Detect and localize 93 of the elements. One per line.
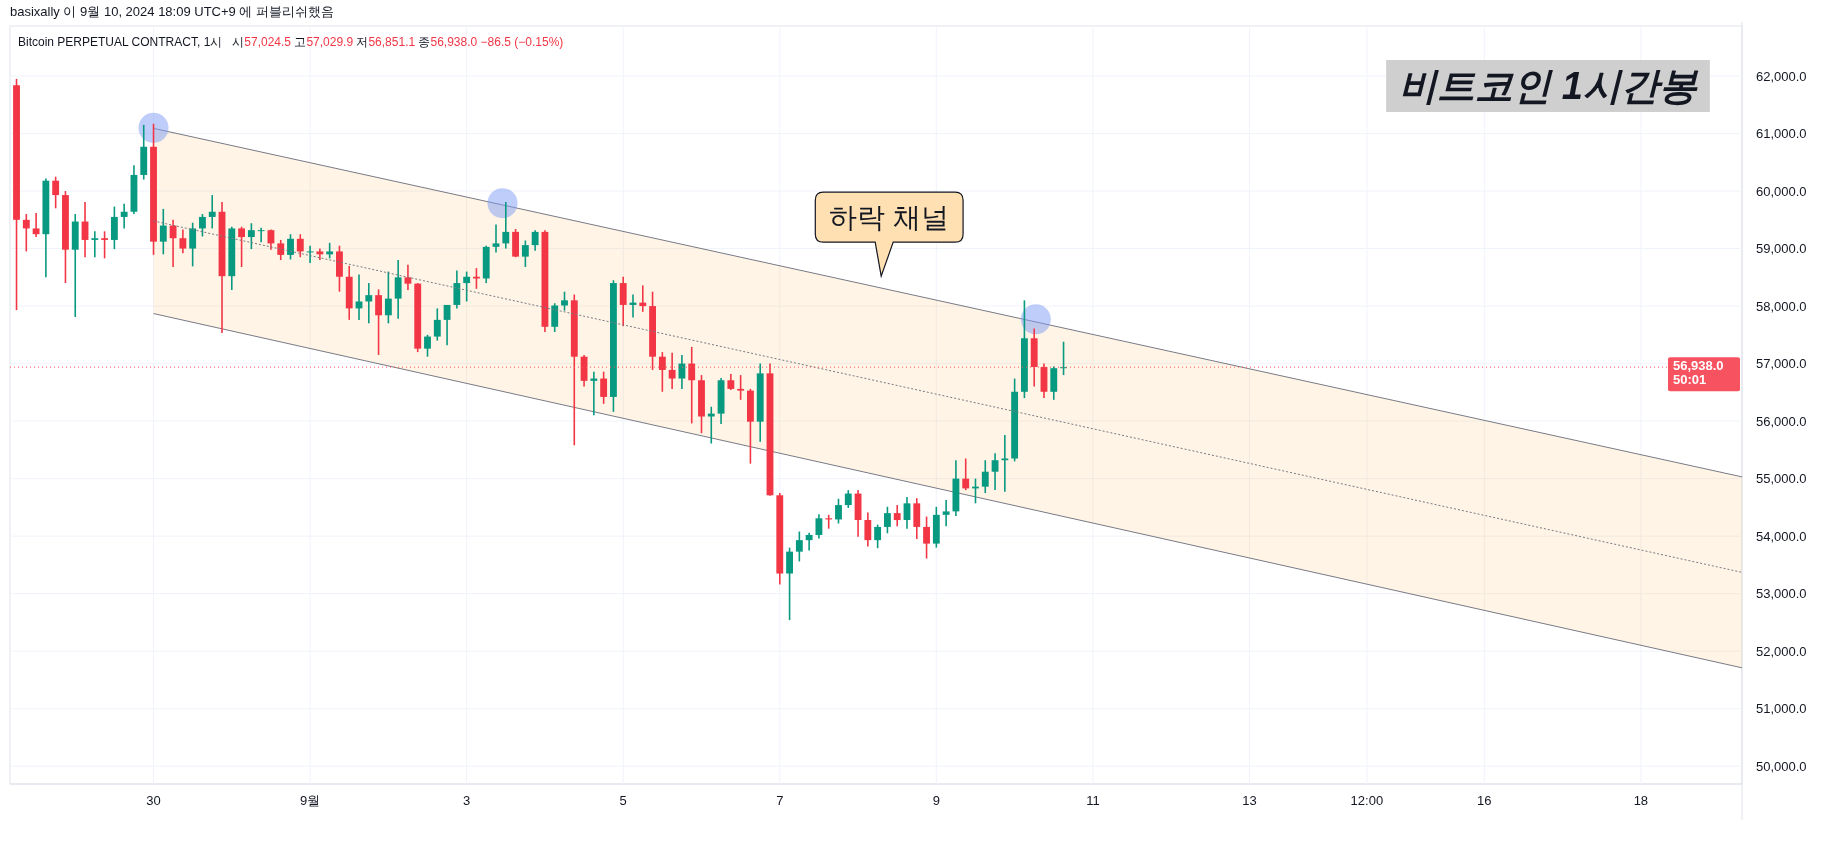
- candlestick: [678, 354, 686, 390]
- candlestick: [923, 515, 930, 560]
- y-tick-label: 55,000.0: [1756, 471, 1807, 487]
- candlestick: [169, 219, 177, 268]
- candlestick: [238, 225, 246, 268]
- x-tick-label: 30: [146, 793, 161, 808]
- candlestick: [22, 213, 30, 253]
- candlestick: [835, 497, 842, 525]
- x-tick-label: 9: [932, 793, 940, 808]
- y-tick-label: 53,000.0: [1756, 586, 1807, 602]
- candlestick: [179, 228, 187, 254]
- candlestick: [668, 351, 676, 390]
- text: 비트코인 1시간봉: [1399, 65, 1699, 107]
- candlestick: [502, 201, 510, 250]
- y-tick-label: 52,000.0: [1756, 643, 1807, 659]
- y-tick-label: 62,000.0: [1756, 68, 1807, 84]
- candlestick: [52, 175, 60, 210]
- candlestick: [375, 288, 382, 356]
- candlestick: [688, 346, 696, 425]
- text: 시57,024.5 고57,029.9 저56,851.1 종56,938.0 −86.5 (−0.15%): [232, 35, 564, 49]
- annotation: 하락 채널: [829, 202, 950, 234]
- candlestick: [942, 499, 950, 528]
- candlestick: [874, 523, 882, 549]
- candlestick: [883, 506, 891, 535]
- y-tick-label: 54,000.0: [1756, 528, 1807, 544]
- y-tick-label: 56,000.0: [1756, 413, 1807, 429]
- candlestick: [120, 202, 128, 230]
- candlestick: [101, 230, 109, 260]
- candlestick: [110, 205, 118, 250]
- candlestick: [394, 259, 402, 320]
- point: [487, 188, 518, 219]
- candlestick: [981, 459, 989, 494]
- callout: 하락 채널: [814, 191, 964, 277]
- candlestick: [795, 530, 803, 563]
- candlestick: [443, 304, 451, 346]
- candlestick: [208, 194, 216, 230]
- candlestick: [913, 497, 921, 540]
- candlestick: [433, 307, 441, 342]
- candlestick: [463, 270, 471, 303]
- candlestick: [619, 275, 627, 328]
- candlestick: [561, 290, 568, 312]
- candlestick: [1001, 434, 1009, 493]
- candlestick: [707, 405, 715, 445]
- x-tick-label: 11: [1086, 793, 1100, 808]
- candlestick: [521, 239, 529, 268]
- candlestick: [91, 230, 99, 258]
- candlestick: [658, 351, 666, 393]
- candlestick: [296, 233, 304, 258]
- candlestick: [1050, 365, 1058, 401]
- candlestick: [404, 263, 412, 291]
- candlestick: [287, 233, 294, 261]
- candlestick: [893, 504, 901, 528]
- x-tick-label: 13: [1242, 793, 1257, 808]
- candlestick: [365, 282, 373, 325]
- candlestick: [551, 302, 559, 333]
- y-tick-label: 60,000.0: [1756, 183, 1807, 199]
- x-tick-label: 7: [776, 793, 784, 808]
- y-tick-label: 61,000.0: [1756, 126, 1807, 142]
- candlestick: [805, 531, 813, 552]
- candlestick: [189, 221, 197, 268]
- candlestick: [492, 223, 500, 254]
- x-tick-label: 5: [619, 793, 627, 808]
- candlestick: [786, 546, 793, 621]
- text: basixally 이 9월 10, 2024 18:09 UTC+9 에 퍼블리쉬했음: [10, 4, 335, 19]
- candlestick: [453, 269, 461, 310]
- y-tick-label: 58,000.0: [1756, 298, 1807, 314]
- x-tick-label: 16: [1477, 793, 1492, 808]
- y-tick-label: 57,000.0: [1756, 356, 1807, 372]
- candlestick: [247, 222, 255, 250]
- ref-line-label: 56,938.0 50:01: [1673, 358, 1724, 388]
- x-tick-label: 18: [1633, 793, 1649, 808]
- annotation: Bitcoin PERPETUAL CONTRACT, 1시: [18, 35, 223, 49]
- candlestick: [531, 229, 539, 252]
- y-tick-label: 51,000.0: [1756, 701, 1807, 717]
- candlestick: [159, 208, 167, 256]
- candlestick: [600, 370, 608, 405]
- candlestick: [199, 213, 206, 238]
- candlestick: [962, 457, 970, 491]
- y-tick-label: 50,000.0: [1756, 758, 1807, 774]
- candlestick: [991, 452, 999, 491]
- candlestick: [737, 374, 745, 401]
- y-tick-label: 59,000.0: [1756, 241, 1807, 257]
- candlestick: [864, 511, 872, 548]
- candlestick: [32, 212, 40, 238]
- candlestick: [257, 227, 265, 244]
- x-tick-label: 3: [463, 793, 471, 808]
- candlestick: [306, 244, 314, 264]
- candlestick: [815, 513, 823, 540]
- x-tick-label: 12:00: [1350, 793, 1384, 808]
- candlestick: [424, 334, 431, 358]
- point: [1020, 304, 1051, 335]
- x-tick-label: 9월: [299, 793, 321, 808]
- point: [138, 112, 169, 143]
